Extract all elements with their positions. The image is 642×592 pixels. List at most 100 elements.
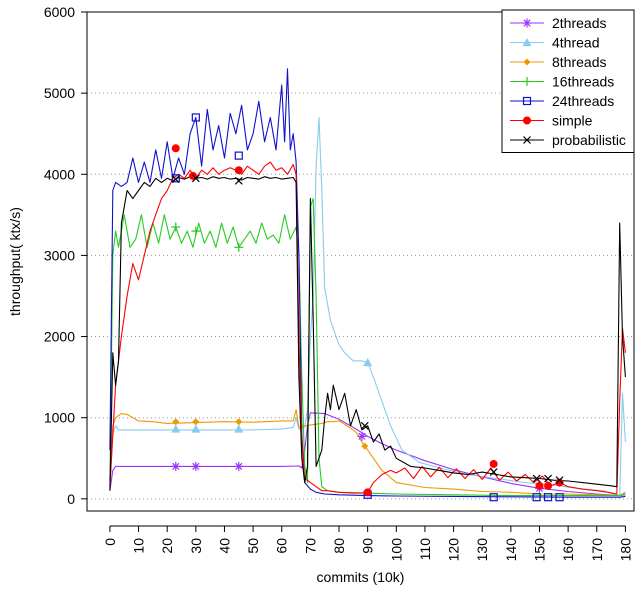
x-tick-label: 180 [617, 538, 633, 562]
legend-label-16threads: 16threads [552, 74, 614, 90]
marker-simple-shape [171, 144, 180, 153]
marker-2threads-stroke [235, 462, 243, 470]
marker-8threads-shape [361, 442, 369, 450]
marker-probabilistic [555, 476, 564, 485]
marker-4thread [363, 358, 373, 367]
marker-8threads [235, 418, 243, 426]
x-axis-title: commits (10k) [317, 569, 405, 585]
marker-16threads [234, 242, 244, 252]
x-tick-label: 90 [360, 538, 376, 554]
marker-8threads-shape [172, 418, 180, 426]
legend: 2threads 4thread 8threads 16threads 24thread… [501, 9, 635, 153]
x-tick-label: 150 [531, 538, 547, 562]
series-line-4thread [109, 116, 626, 497]
x-tick-label: 60 [274, 538, 290, 554]
series-line-16threads [109, 198, 626, 497]
x-tick-label: 0 [102, 538, 118, 546]
legend-marker-probabilistic-stroke [523, 136, 531, 144]
marker-simple [171, 144, 180, 153]
marker-8threads [172, 418, 180, 426]
legend-marker-24threads [522, 96, 532, 106]
x-tick-label: 120 [446, 538, 462, 562]
series-markers [171, 113, 564, 502]
marker-4thread-shape [191, 424, 201, 433]
x-tick-label: 20 [159, 538, 175, 554]
series-line-simple [109, 161, 626, 495]
marker-2threads [171, 461, 181, 471]
marker-probabilistic-stroke [191, 174, 200, 183]
marker-4thread [171, 424, 181, 433]
legend-label-simple: simple [552, 113, 593, 129]
marker-simple-shape [363, 488, 372, 497]
marker-2threads-stroke [172, 462, 180, 470]
marker-simple-shape [489, 459, 498, 468]
marker-probabilistic-stroke [234, 176, 243, 185]
marker-2threads [357, 431, 367, 441]
legend-marker-8threads [523, 58, 531, 66]
marker-probabilistic [532, 474, 541, 483]
legend-marker-simple [523, 116, 531, 125]
plot-frame [86, 11, 635, 512]
marker-24threads [555, 493, 564, 502]
legend-label-8threads: 8threads [552, 54, 606, 70]
legend-marker-probabilistic [523, 136, 531, 144]
marker-24threads-shape [171, 174, 180, 183]
y-tick-label: 1000 [44, 410, 75, 426]
marker-8threads [361, 442, 369, 450]
marker-probabilistic [489, 468, 498, 476]
marker-simple [489, 459, 498, 468]
legend-marker-2threads [522, 18, 532, 28]
x-tick-label: 30 [188, 538, 204, 554]
marker-24threads-shape [543, 493, 553, 502]
marker-8threads-shape [192, 418, 200, 426]
marker-probabilistic-stroke [532, 474, 541, 483]
y-tick-label: 0 [67, 491, 75, 507]
legend-marker-4thread [522, 38, 532, 47]
marker-4thread-shape [234, 424, 244, 433]
y-tick-label: 5000 [44, 85, 75, 101]
x-tick-label: 130 [474, 538, 490, 562]
marker-2threads [234, 461, 244, 471]
marker-24threads [543, 493, 553, 502]
legend-marker-4thread-shape [522, 38, 532, 47]
x-tick-label: 70 [302, 538, 318, 554]
x-tick-label: 110 [417, 538, 433, 561]
legend-marker-16threads [522, 77, 532, 86]
marker-probabilistic-stroke [489, 468, 498, 476]
marker-2threads-stroke [192, 462, 200, 470]
marker-24threads-shape [234, 151, 243, 160]
y-tick-label: 3000 [44, 247, 75, 263]
legend-label-probabilistic: probabilistic [552, 132, 626, 148]
marker-24threads [191, 113, 200, 122]
series-line-2threads [109, 412, 626, 497]
series-line-24threads [109, 68, 626, 498]
marker-24threads [532, 493, 541, 502]
marker-4thread-shape [363, 358, 373, 367]
marker-simple [544, 481, 553, 490]
x-tick-label: 100 [388, 538, 404, 562]
marker-probabilistic [544, 474, 553, 483]
marker-simple-shape [544, 481, 553, 490]
x-tick-label: 170 [589, 538, 605, 562]
marker-probabilistic-stroke [555, 476, 564, 485]
marker-24threads-shape [191, 113, 200, 122]
marker-simple [555, 478, 564, 487]
marker-24threads [234, 151, 243, 160]
marker-24threads [489, 493, 498, 502]
marker-simple-shape [555, 478, 564, 487]
axes: 0 1000 2000 3000 4000 5000 6000 0 10 20 30 40 50 60 70… [44, 4, 634, 561]
marker-24threads-shape [489, 493, 498, 502]
marker-16threads [191, 226, 201, 236]
x-tick-label: 40 [216, 538, 232, 554]
marker-probabilistic [234, 176, 243, 185]
marker-probabilistic [171, 175, 180, 184]
series-line-probabilistic [109, 176, 626, 491]
marker-probabilistic [191, 174, 200, 183]
legend-marker-2threads-stroke [523, 19, 531, 27]
series-line-8threads [109, 409, 626, 497]
marker-2threads-stroke [358, 432, 366, 440]
marker-24threads-shape [555, 493, 564, 502]
legend-marker-simple-shape [523, 116, 531, 125]
x-tick-label: 50 [245, 538, 261, 554]
marker-probabilistic-stroke [360, 421, 369, 430]
